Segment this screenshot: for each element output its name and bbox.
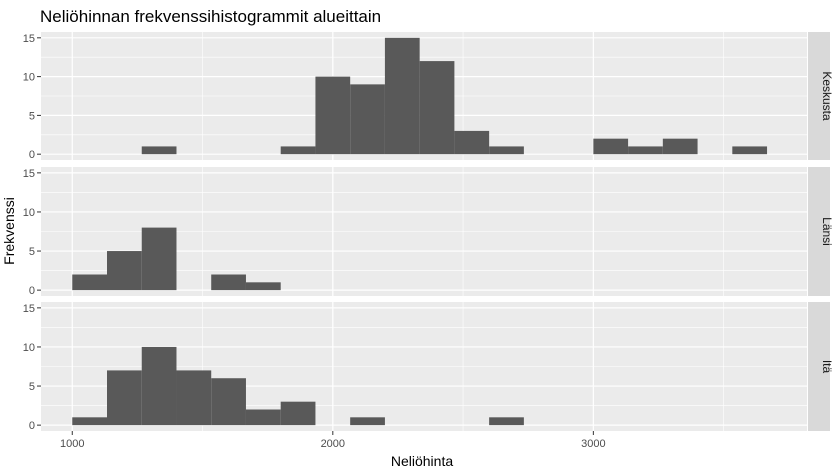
histogram-bar <box>489 417 524 426</box>
histogram-bar <box>72 274 108 291</box>
facet-panels: 0 5 10 15 Keskusta 0 5 10 15 Länsi 0 5 10 15 Itä 1000 20… <box>23 32 834 450</box>
facet-strip <box>808 32 830 160</box>
histogram-bar <box>280 146 316 155</box>
histogram-bar <box>245 409 281 426</box>
y-axis-title: Frekvenssi <box>1 197 17 265</box>
facet-strip-label: Keskusta <box>820 71 834 121</box>
histogram-bar <box>176 370 212 426</box>
histogram-bar <box>141 346 177 426</box>
histogram-bar <box>350 84 385 155</box>
histogram-bar <box>245 282 281 291</box>
x-tick-label: 1000 <box>60 438 84 450</box>
histogram-bar <box>141 227 177 291</box>
facet-panel-2: 0 5 10 15 Itä <box>23 302 834 432</box>
histogram-bar <box>211 378 246 426</box>
histogram-bar <box>280 401 316 426</box>
y-tick-label: 5 <box>29 110 35 122</box>
histogram-bar <box>419 61 455 155</box>
histogram-bar <box>384 37 420 155</box>
y-tick-label: 10 <box>23 72 35 84</box>
histogram-bar <box>107 251 142 291</box>
y-tick-label: 15 <box>23 168 35 180</box>
facet-strip-label: Länsi <box>820 217 834 246</box>
x-tick-label: 3000 <box>581 438 605 450</box>
histogram-bar <box>662 138 698 155</box>
y-tick-label: 15 <box>23 33 35 45</box>
histogram-bar <box>72 417 108 426</box>
y-tick-label: 0 <box>29 420 35 432</box>
facet-strip <box>808 302 830 431</box>
y-tick-label: 5 <box>29 381 35 393</box>
y-tick-label: 10 <box>23 207 35 219</box>
y-tick-label: 10 <box>23 342 35 354</box>
histogram-bar <box>628 146 663 155</box>
facet-panel-1: 0 5 10 15 Länsi <box>23 167 834 297</box>
histogram-bar <box>107 370 142 426</box>
histogram-bar <box>315 76 351 155</box>
histogram-bar <box>350 417 385 426</box>
y-tick-label: 0 <box>29 285 35 297</box>
histogram-bar <box>732 146 768 155</box>
facet-strip-label: Itä <box>820 360 834 374</box>
y-tick-label: 15 <box>23 303 35 315</box>
y-tick-label: 5 <box>29 246 35 258</box>
facet-panel-0: 0 5 10 15 Keskusta <box>23 32 834 161</box>
histogram-bar <box>593 138 629 155</box>
x-axis-title: Neliöhinta <box>391 453 453 469</box>
histogram-bar <box>211 274 246 291</box>
chart-title: Neliöhinnan frekvenssihistogrammit aluei… <box>40 7 381 26</box>
x-tick-label: 2000 <box>321 438 345 450</box>
histogram-bar <box>489 146 524 155</box>
histogram-bar <box>141 146 177 155</box>
histogram-bar <box>454 130 490 155</box>
y-tick-label: 0 <box>29 149 35 161</box>
facet-strip <box>808 167 830 296</box>
